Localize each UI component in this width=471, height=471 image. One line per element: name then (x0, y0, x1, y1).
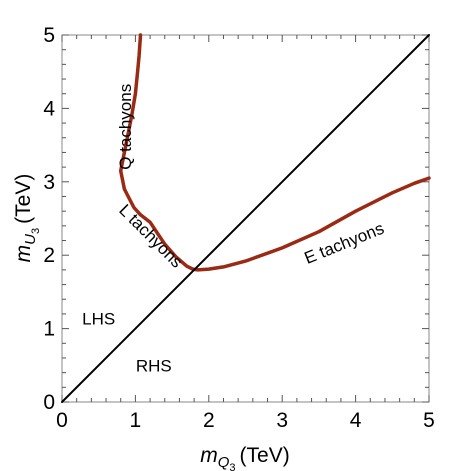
region-annotation: Q tachyons (116, 84, 135, 170)
y-tick-label: 0 (43, 391, 55, 414)
x-tick-label: 0 (56, 409, 68, 432)
plot-frame (61, 34, 430, 403)
diagonal-line (61, 34, 430, 403)
x-tick-label: 3 (276, 409, 288, 432)
tachyon-boundary-line (118, 33, 431, 272)
series-layer (61, 33, 431, 403)
y-tick-label: 5 (43, 24, 55, 47)
y-tick-labels: 0 1 2 3 4 5 (43, 24, 55, 414)
y-tick-label: 2 (43, 244, 55, 267)
tick-marks (61, 34, 430, 403)
region-annotation: RHS (136, 356, 172, 375)
x-axis-title: mQ3(TeV) (200, 444, 289, 471)
y-tick-label: 4 (43, 97, 55, 120)
x-tick-label: 2 (203, 409, 215, 432)
y-axis-title: mU3(TeV) (12, 174, 42, 263)
y-tick-label: 3 (43, 171, 55, 194)
region-annotation: LHS (82, 309, 115, 328)
x-tick-label: 1 (130, 409, 142, 432)
x-tick-label: 5 (423, 409, 435, 432)
region-annotation: E tachyons (302, 219, 387, 268)
x-tick-label: 4 (350, 409, 362, 432)
y-tick-label: 1 (43, 318, 55, 341)
x-tick-labels: 0 1 2 3 4 5 (56, 409, 435, 432)
region-annotation: L tachyons (115, 201, 186, 272)
